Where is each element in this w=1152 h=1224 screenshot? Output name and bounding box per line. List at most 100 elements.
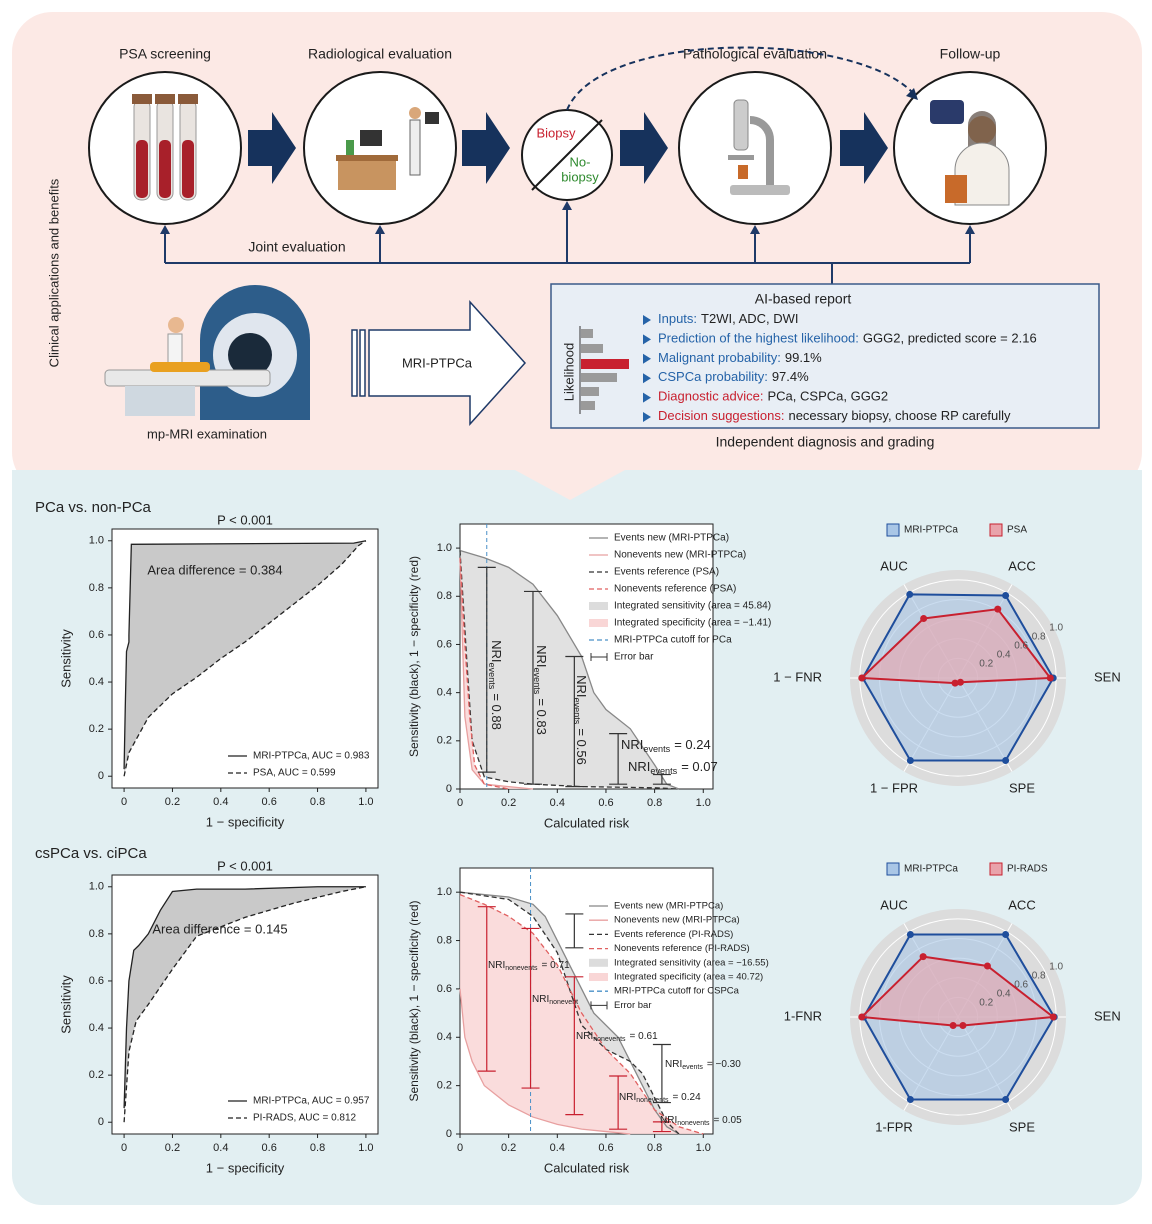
nri-value: = 0.83 <box>534 698 549 735</box>
legend-label: Events reference (PSA) <box>614 567 719 578</box>
legend-label: MRI-PTPCa <box>904 525 958 536</box>
nri-sub: events <box>572 698 582 725</box>
nri-annotation: NRIevents = 0.07 <box>628 759 718 776</box>
followup-arc <box>566 46 913 111</box>
series-line <box>123 886 366 1109</box>
x-tick-label: 0.4 <box>550 797 565 809</box>
legend-label: Nonevents reference (PI-RADS) <box>614 943 750 954</box>
chart-subtitle: P < 0.001 <box>217 512 273 527</box>
report-footer: Independent diagnosis and grading <box>716 434 935 450</box>
microscope-icon <box>728 99 790 195</box>
radar-tick-label: 0.8 <box>1032 632 1046 643</box>
x-axis-label: 1 − specificity <box>206 814 285 829</box>
model-label: MRI-PTPCa <box>402 355 473 370</box>
nri-value: = 0.88 <box>489 693 504 730</box>
nri-sub: nonevents <box>636 1097 669 1104</box>
chart-title: PCa vs. non-PCa <box>35 499 152 516</box>
doctor-icon <box>930 100 1010 206</box>
radar-tick-label: 1.0 <box>1049 623 1063 634</box>
tube-icon <box>132 94 198 201</box>
y-tick-label: 0.8 <box>89 928 104 940</box>
nri-main: NRI <box>621 737 643 752</box>
series-line <box>123 540 367 770</box>
x-tick-label: 0 <box>121 1142 127 1154</box>
y-tick-label: 1.0 <box>89 881 104 893</box>
nri-value: = −0.30 <box>707 1059 741 1070</box>
radar-point <box>1002 931 1010 939</box>
nri-value: = 0.24 <box>673 1092 702 1103</box>
nri-annotation: NRIevents = 0.83 <box>532 645 549 735</box>
y-tick-label: 1.0 <box>89 535 104 547</box>
y-tick-label: 0 <box>446 1128 452 1140</box>
x-tick-label: 0.8 <box>647 797 662 809</box>
x-tick-label: 0.8 <box>310 796 325 808</box>
y-tick-label: 0.8 <box>437 590 452 602</box>
report-item-text: GGG2, predicted score = 2.16 <box>863 331 1037 346</box>
radar-tick-label: 0.4 <box>997 649 1011 660</box>
integrated-area <box>460 550 679 789</box>
report-title: AI-based report <box>755 291 852 307</box>
y-tick-label: 0.6 <box>437 983 452 995</box>
x-tick-label: 1.0 <box>358 1142 373 1154</box>
y-tick-label: 0 <box>98 1116 104 1128</box>
radar-category: SEN <box>1094 1008 1121 1023</box>
nri-sub: nonevents <box>505 965 538 972</box>
report-item-text: T2WI, ADC, DWI <box>701 311 799 326</box>
radar-tick-label: 0.6 <box>1014 640 1028 651</box>
radar-point <box>919 953 927 961</box>
legend-label: MRI-PTPCa, AUC = 0.983 <box>253 751 370 762</box>
report-item: Decision suggestions: necessary biopsy, c… <box>658 408 1011 423</box>
radar-category: 1-FPR <box>875 1119 913 1134</box>
mri-icon <box>104 285 310 420</box>
nri-sub: events <box>532 668 542 695</box>
radar-point <box>858 1013 866 1021</box>
biopsy-label: Biopsy <box>536 125 576 140</box>
legend-label: Nonevents reference (PSA) <box>614 584 736 595</box>
nri-annotation: NRInonevents = 0.61 <box>576 1031 658 1043</box>
annotation: Area difference = 0.384 <box>147 562 282 577</box>
report-item-label: Inputs: <box>658 311 697 326</box>
report-item: Diagnostic advice: PCa, CSPCa, GGG2 <box>658 389 888 404</box>
legend-label: Events new (MRI-PTPCa) <box>614 901 723 912</box>
nri-sub: events <box>643 744 670 754</box>
x-tick-label: 0.6 <box>262 796 277 808</box>
y-tick-label: 0.6 <box>89 975 104 987</box>
nri-main: NRI <box>534 645 549 667</box>
nri-value: = 0.56 <box>574 728 589 765</box>
nri-value: = 0.71 <box>542 960 571 971</box>
x-tick-label: 0.2 <box>501 797 516 809</box>
y-tick-label: 0.4 <box>89 676 104 688</box>
step-label: Pathological evaluation <box>683 46 827 62</box>
report-item-label: Decision suggestions: <box>658 408 784 423</box>
legend-label: Nonevents new (MRI-PTPCa) <box>614 550 746 561</box>
radar-tick-label: 0.8 <box>1032 971 1046 982</box>
radar-category: SPE <box>1009 780 1035 795</box>
nri-sub: nonevents <box>677 1120 710 1127</box>
legend-swatch <box>589 973 608 981</box>
bullet <box>643 412 651 422</box>
legend-label: Integrated specificity (area = −1.41) <box>614 618 771 629</box>
x-tick-label: 0 <box>457 797 463 809</box>
radar-point <box>1046 674 1054 682</box>
x-tick-label: 0.4 <box>213 796 228 808</box>
radar-category: SEN <box>1094 669 1121 684</box>
x-tick-label: 0 <box>121 796 127 808</box>
series-line <box>459 988 631 1135</box>
nri-main: NRI <box>489 640 504 662</box>
nri-annotation: NRIevents = 0.88 <box>487 640 504 730</box>
radar-point <box>956 678 964 686</box>
radar-tick-label: 0.2 <box>979 997 993 1008</box>
x-tick-label: 0.6 <box>598 1142 613 1154</box>
nri-sub: nonevents <box>593 1036 626 1043</box>
likelihood-bars <box>579 326 629 414</box>
y-axis-label: Sensitivity (black), 1 − specificity (re… <box>407 900 421 1101</box>
radar-tick-label: 1.0 <box>1049 962 1063 973</box>
y-tick-label: 0.2 <box>437 1080 452 1092</box>
legend-label: Integrated sensitivity (area = −16.55) <box>614 957 769 968</box>
legend-label: Events reference (PI-RADS) <box>614 929 733 940</box>
nri-sub: events <box>682 1064 703 1071</box>
report-item: Inputs: T2WI, ADC, DWI <box>658 311 799 326</box>
joint-label: Joint evaluation <box>248 239 345 255</box>
nri-main: NRI <box>532 994 549 1005</box>
